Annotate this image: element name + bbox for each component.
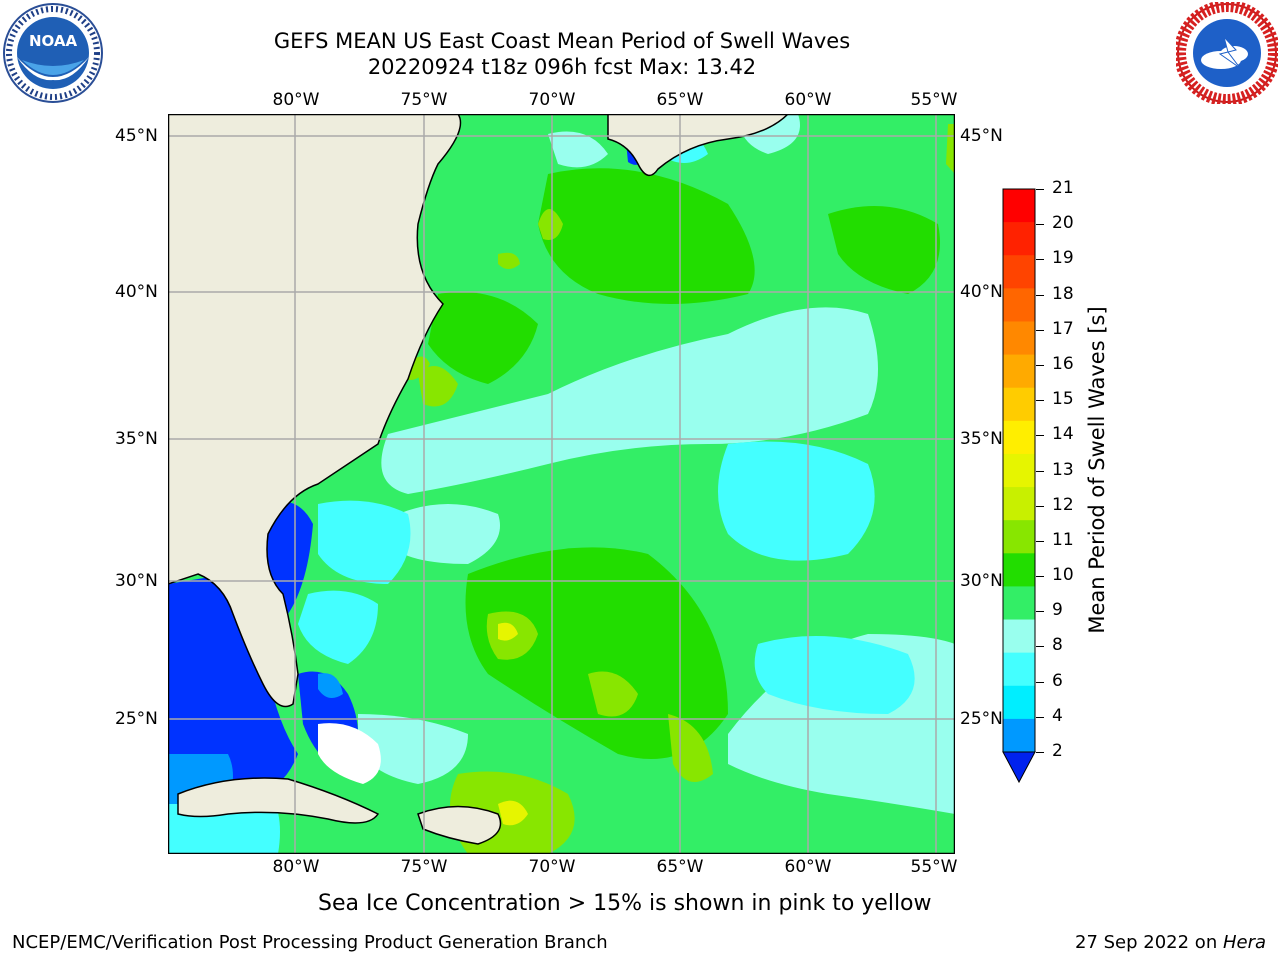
colorbar-segment [1003, 321, 1035, 356]
footer-machine: Hera [1222, 932, 1266, 953]
colorbar-tick-label: 11 [1052, 529, 1074, 550]
colorbar-tick-mark [1036, 611, 1044, 613]
colorbar-tick-label: 9 [1052, 600, 1063, 621]
colorbar-segment [1003, 189, 1035, 223]
colorbar-tick-label: 21 [1052, 178, 1074, 198]
colorbar-tick-mark [1036, 364, 1044, 366]
colorbar-tick-mark [1036, 189, 1044, 190]
colorbar-segment [1003, 453, 1035, 488]
lat-label-right: 35°N [960, 429, 1003, 449]
colorbar-tick-mark [1036, 646, 1044, 648]
colorbar-tick-mark [1036, 505, 1044, 507]
colorbar-segment [1003, 553, 1035, 587]
colorbar-tick-mark [1036, 470, 1044, 472]
nws-logo-icon [1174, 0, 1280, 106]
lat-label-left: 30°N [115, 571, 158, 591]
footer-date: 27 Sep 2022 on Hera [1075, 932, 1266, 953]
colorbar-tick-label: 20 [1052, 213, 1074, 234]
land-hispaniola [417, 805, 502, 845]
colorbar-segment [1003, 487, 1035, 521]
colorbar-tick-label: 8 [1052, 635, 1063, 656]
colorbar-segment [1003, 685, 1035, 720]
colorbar-segment [1003, 387, 1035, 422]
colorbar-tick-label: 10 [1052, 565, 1074, 586]
colorbar-label: Mean Period of Swell Waves [s] [1085, 306, 1109, 634]
lon-label-bottom: 65°W [656, 857, 704, 877]
colorbar-segment [1003, 222, 1035, 256]
lon-label-top: 60°W [784, 90, 832, 110]
colorbar-tick-label: 12 [1052, 494, 1074, 515]
chart-subtitle: 20220924 t18z 096h fcst Max: 13.42 [367, 55, 757, 79]
colorbar-tick-label: 15 [1052, 389, 1074, 410]
colorbar-segment [1003, 718, 1035, 753]
colorbar-tick-label: 6 [1052, 670, 1063, 691]
lat-label-right: 25°N [960, 709, 1003, 729]
lon-label-top: 75°W [400, 90, 448, 110]
lat-label-left: 35°N [115, 429, 158, 449]
colorbar-tick-mark [1036, 329, 1044, 331]
land-north-america [168, 114, 462, 708]
lat-label-right: 40°N [960, 282, 1003, 302]
lon-label-bottom: 55°W [910, 857, 958, 877]
colorbar-tick-label: 16 [1052, 353, 1074, 374]
colorbar-tick-mark [1036, 716, 1044, 718]
colorbar-tick-mark [1036, 540, 1044, 542]
swell-period-map [168, 114, 955, 854]
lat-label-left: 40°N [115, 282, 158, 302]
colorbar-tick-label: 4 [1052, 705, 1063, 726]
lon-label-bottom: 80°W [272, 857, 320, 877]
lon-label-bottom: 70°W [528, 857, 576, 877]
colorbar-segment [1003, 652, 1035, 687]
sea-ice-caption: Sea Ice Concentration > 15% is shown in … [318, 891, 932, 916]
lon-label-bottom: 75°W [400, 857, 448, 877]
colorbar-segment [1003, 619, 1035, 654]
colorbar-tick-label: 2 [1052, 741, 1063, 761]
land-cuba [177, 777, 380, 824]
land-maritimes [607, 114, 790, 177]
colorbar-tick-label: 13 [1052, 459, 1074, 480]
colorbar-tick-mark [1036, 576, 1044, 578]
lat-label-right: 45°N [960, 126, 1003, 146]
chart-title: GEFS MEAN US East Coast Mean Period of S… [273, 29, 851, 53]
colorbar-tick-mark [1036, 294, 1044, 296]
colorbar-segment [1003, 520, 1035, 554]
colorbar-segment [1003, 255, 1035, 289]
colorbar-segment [1003, 288, 1035, 322]
colorbar [1002, 188, 1036, 784]
colorbar-tick-label: 19 [1052, 248, 1074, 269]
lon-label-bottom: 60°W [784, 857, 832, 877]
noaa-logo-icon: NOAA [2, 2, 104, 104]
footer-date-text: 27 Sep 2022 on [1075, 932, 1223, 953]
lon-label-top: 55°W [910, 90, 958, 110]
colorbar-tick-mark [1036, 752, 1044, 753]
colorbar-tick-mark [1036, 224, 1044, 226]
lat-label-left: 25°N [115, 709, 158, 729]
lat-label-left: 45°N [115, 126, 158, 146]
colorbar-tick-mark [1036, 435, 1044, 437]
colorbar-tick-mark [1036, 400, 1044, 402]
colorbar-tick-label: 18 [1052, 283, 1074, 304]
colorbar-tick-label: 17 [1052, 318, 1074, 339]
colorbar-tick-mark [1036, 259, 1044, 261]
colorbar-segment [1003, 586, 1035, 621]
svg-text:NOAA: NOAA [29, 32, 78, 50]
lat-label-right: 30°N [960, 571, 1003, 591]
footer-org: NCEP/EMC/Verification Post Processing Pr… [12, 932, 608, 953]
colorbar-tick-label: 14 [1052, 424, 1074, 445]
graticule [168, 114, 955, 854]
colorbar-segment [1003, 354, 1035, 389]
colorbar-segment [1003, 420, 1035, 455]
lon-label-top: 65°W [656, 90, 704, 110]
lon-label-top: 70°W [528, 90, 576, 110]
colorbar-tick-mark [1036, 681, 1044, 683]
lon-label-top: 80°W [272, 90, 320, 110]
